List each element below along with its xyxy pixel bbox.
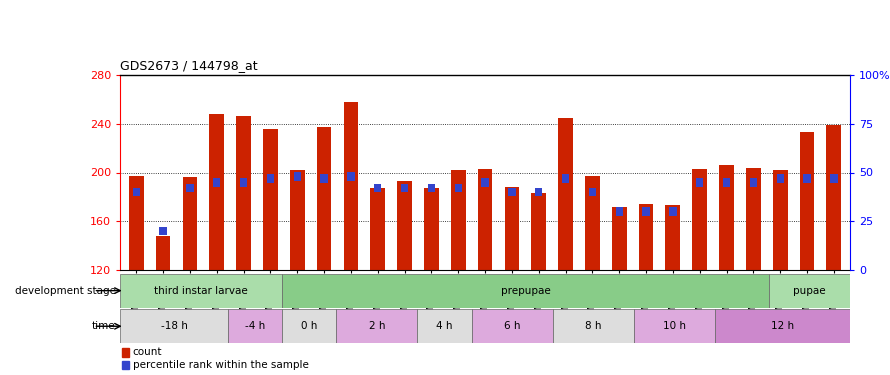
Text: 8 h: 8 h	[585, 321, 602, 331]
Bar	[336, 309, 417, 343]
Text: GDS2673 / 144798_at: GDS2673 / 144798_at	[120, 60, 258, 72]
Bar	[553, 309, 634, 343]
Bar	[773, 170, 788, 270]
Bar	[282, 309, 336, 343]
Bar	[263, 129, 278, 270]
Bar	[320, 174, 328, 183]
Bar	[228, 309, 282, 343]
Bar	[696, 178, 703, 186]
Bar	[830, 174, 837, 183]
Bar	[186, 184, 194, 192]
Bar	[666, 206, 680, 270]
Text: 6 h: 6 h	[504, 321, 521, 331]
Bar	[424, 188, 439, 270]
Bar	[122, 361, 130, 369]
Bar	[669, 207, 676, 216]
Bar	[634, 309, 715, 343]
Bar	[827, 125, 841, 270]
Bar	[120, 309, 228, 343]
Text: percentile rank within the sample: percentile rank within the sample	[133, 360, 309, 370]
Bar	[588, 188, 596, 196]
Bar	[455, 184, 462, 192]
Bar	[769, 274, 850, 308]
Bar	[508, 188, 515, 196]
Bar	[611, 207, 627, 270]
Bar	[692, 169, 707, 270]
Bar	[776, 174, 784, 183]
Text: count: count	[133, 347, 162, 357]
Bar	[505, 187, 519, 270]
Bar	[481, 178, 489, 186]
Bar	[799, 132, 814, 270]
Bar	[282, 274, 769, 308]
Bar	[643, 207, 650, 216]
Bar	[122, 348, 130, 357]
Bar	[290, 170, 304, 270]
Bar	[317, 128, 331, 270]
Bar	[746, 168, 761, 270]
Bar	[428, 184, 435, 192]
Bar	[715, 309, 850, 343]
Text: development stage: development stage	[15, 286, 116, 296]
Bar	[804, 174, 811, 183]
Bar	[129, 176, 143, 270]
Bar	[133, 188, 140, 196]
Bar	[370, 188, 385, 270]
Bar	[344, 102, 359, 270]
Bar	[400, 184, 409, 192]
Bar	[616, 207, 623, 216]
Text: time: time	[92, 321, 116, 331]
Bar	[374, 184, 382, 192]
Bar	[478, 169, 492, 270]
Bar	[236, 116, 251, 270]
Bar	[723, 178, 730, 186]
Bar	[451, 170, 465, 270]
Text: third instar larvae: third instar larvae	[154, 286, 248, 296]
Bar	[749, 178, 757, 186]
Bar	[267, 174, 274, 183]
Text: 0 h: 0 h	[301, 321, 318, 331]
Text: -4 h: -4 h	[245, 321, 265, 331]
Bar	[639, 204, 653, 270]
Bar	[719, 165, 734, 270]
Bar	[472, 309, 553, 343]
Bar	[156, 236, 171, 270]
Text: 12 h: 12 h	[771, 321, 794, 331]
Bar	[213, 178, 221, 186]
Text: prepupae: prepupae	[501, 286, 551, 296]
Text: 2 h: 2 h	[368, 321, 385, 331]
Bar	[531, 193, 546, 270]
Bar	[562, 174, 570, 183]
Text: pupae: pupae	[793, 286, 826, 296]
Text: -18 h: -18 h	[161, 321, 188, 331]
Bar	[585, 176, 600, 270]
Text: 4 h: 4 h	[436, 321, 453, 331]
Text: 10 h: 10 h	[663, 321, 686, 331]
Bar	[209, 114, 224, 270]
Bar	[397, 181, 412, 270]
Bar	[240, 178, 247, 186]
Bar	[294, 172, 301, 181]
Bar	[347, 172, 354, 181]
Bar	[120, 274, 282, 308]
Bar	[159, 227, 166, 235]
Bar	[182, 177, 198, 270]
Bar	[558, 118, 573, 270]
Bar	[535, 188, 542, 196]
Bar	[417, 309, 472, 343]
